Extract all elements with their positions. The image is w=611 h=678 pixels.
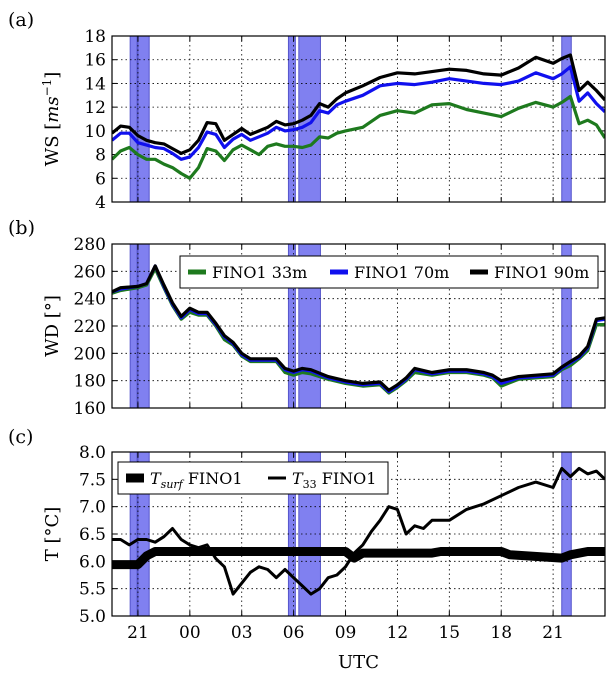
y-axis-label: WS [ms−1] [40, 72, 63, 167]
y-tick-label: 160 [74, 399, 106, 419]
shaded-band [129, 35, 138, 203]
y-tick-label: 5.5 [79, 580, 106, 600]
series-line-2 [112, 466, 605, 596]
y-tick-label: 200 [74, 344, 106, 364]
plot-frame [111, 35, 606, 203]
panel-2: 160 180 200 220 240 260 280 (b) WD [°] FINO1 33m F… [8, 217, 606, 419]
series-line-1 [112, 94, 605, 180]
y-tick-label: 220 [74, 317, 106, 337]
x-tick-label: 00 [179, 623, 201, 643]
plot-frame [111, 451, 606, 617]
y-axis-label: WD [°] [42, 295, 63, 357]
x-tick-label: 15 [438, 623, 460, 643]
series-group [112, 466, 605, 596]
legend-label: T33 FINO1 [292, 469, 376, 491]
y-tick-label: 180 [74, 372, 106, 392]
y-tick-label: 260 [74, 262, 106, 282]
legend-label: FINO1 70m [354, 263, 449, 282]
series-line-2 [112, 65, 605, 161]
series-group [112, 53, 605, 180]
legend-box [179, 255, 599, 289]
legend-label: FINO1 33m [212, 263, 307, 282]
y-tick-label: 10 [84, 122, 106, 142]
x-tick-label: 06 [283, 623, 305, 643]
y-tick-label: 8 [95, 146, 106, 166]
x-tick-label: 09 [335, 623, 357, 643]
shaded-band [287, 35, 296, 203]
legend-label: FINO1 90m [494, 263, 589, 282]
y-tick-label: 5.0 [79, 607, 106, 627]
shaded-band [137, 35, 150, 203]
x-tick-label: 18 [490, 623, 512, 643]
series-line-1 [112, 547, 605, 570]
legend-label: Tsurf FINO1 [150, 469, 243, 491]
y-tick-label: 6.5 [79, 525, 106, 545]
y-tick-label: 6 [95, 169, 106, 189]
y-tick-label: 280 [74, 235, 106, 255]
series-line-3 [112, 264, 605, 392]
panel-label: (b) [8, 217, 35, 239]
x-tick-label: 03 [231, 623, 253, 643]
x-tick-label: 21 [127, 623, 149, 643]
panel-label: (c) [8, 426, 33, 448]
series-line-3 [112, 53, 605, 155]
x-axis-label: UTC [338, 652, 379, 673]
x-tick-label: 21 [542, 623, 564, 643]
y-axis-label: T [°C] [42, 507, 63, 562]
panel-3: 5.0 5.5 6.0 6.5 7.0 7.5 8.0 (c) T [°C] Tsurf FINO… [8, 426, 606, 673]
y-tick-label: 14 [84, 74, 106, 94]
y-tick-label: 12 [84, 98, 106, 118]
y-tick-label: 4 [95, 193, 106, 213]
panel-1: 4 6 8 10 12 14 16 18 (a) WS [ms−1] [8, 9, 606, 213]
plot-frame [111, 243, 606, 409]
y-tick-label: 7.5 [79, 470, 106, 490]
series-group [112, 264, 605, 395]
y-tick-label: 240 [74, 290, 106, 310]
shaded-band [561, 35, 572, 203]
y-tick-label: 6.0 [79, 552, 106, 572]
y-tick-label: 7.0 [79, 498, 106, 518]
legend-box [117, 461, 389, 495]
y-tick-label: 16 [84, 51, 106, 71]
panel-label: (a) [8, 9, 34, 31]
y-tick-label: 18 [84, 27, 106, 47]
x-tick-label: 12 [387, 623, 409, 643]
y-tick-label: 8.0 [79, 443, 106, 463]
